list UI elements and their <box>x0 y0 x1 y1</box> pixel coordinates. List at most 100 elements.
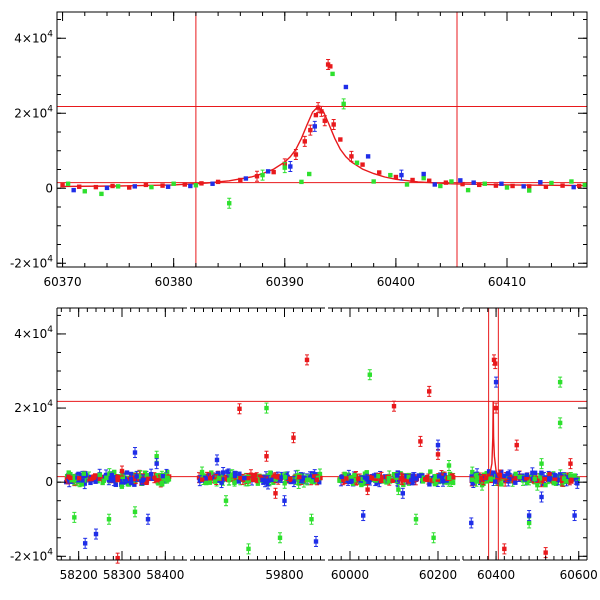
data-point <box>507 474 513 479</box>
data-point <box>97 472 103 478</box>
x-tick-label: 60600 <box>560 568 598 582</box>
data-point <box>421 175 426 181</box>
data-point <box>524 472 530 478</box>
data-point <box>277 535 283 540</box>
data-point <box>436 474 442 479</box>
data-point <box>81 471 86 476</box>
data-point <box>493 183 499 188</box>
data-point <box>89 476 94 482</box>
data-point <box>133 476 138 481</box>
data-point <box>477 182 482 188</box>
data-point <box>420 476 425 482</box>
data-point <box>499 469 504 474</box>
data-point <box>427 178 432 183</box>
data-point <box>108 478 113 483</box>
data-point <box>582 182 587 188</box>
data-point <box>279 475 284 480</box>
data-point <box>309 479 314 484</box>
data-point <box>410 177 415 183</box>
data-point <box>137 474 142 480</box>
data-point <box>79 482 84 487</box>
data-point <box>313 539 319 544</box>
flare-curve <box>479 401 509 481</box>
data-point <box>70 474 76 480</box>
data-point <box>406 479 411 484</box>
data-point <box>69 477 74 483</box>
data-point <box>307 474 313 480</box>
data-point <box>160 183 165 188</box>
data-point <box>260 477 265 483</box>
data-point <box>315 105 321 110</box>
data-point <box>216 476 222 481</box>
data-point <box>356 476 361 481</box>
data-point <box>492 470 497 475</box>
x-tick-label: 60380 <box>155 275 193 289</box>
data-point <box>360 162 365 167</box>
data-point <box>436 479 442 485</box>
data-point <box>371 179 376 184</box>
data-point <box>491 357 497 363</box>
data-point <box>110 183 115 189</box>
data-point <box>132 450 138 455</box>
data-point <box>243 176 249 181</box>
data-point <box>384 480 389 485</box>
y-tick-label: 2×104 <box>14 104 53 120</box>
x-tick-label: 60400 <box>377 275 415 289</box>
data-point <box>266 478 271 483</box>
data-point <box>68 475 73 480</box>
data-point <box>557 379 563 385</box>
x-tick-label: 58200 <box>60 568 98 582</box>
data-point <box>365 487 370 492</box>
data-point <box>527 188 532 193</box>
data-point <box>232 480 237 486</box>
data-point <box>237 471 242 476</box>
data-point <box>264 405 269 411</box>
data-point <box>99 191 104 197</box>
data-point <box>337 478 342 483</box>
data-point <box>396 487 401 492</box>
data-point <box>410 473 415 479</box>
data-point <box>572 473 577 478</box>
data-point <box>93 184 99 190</box>
data-point <box>271 169 276 175</box>
data-point <box>470 477 475 482</box>
data-point <box>429 478 435 483</box>
data-point <box>82 189 87 194</box>
data-point <box>196 475 202 480</box>
data-point <box>450 475 456 480</box>
data-point <box>417 473 422 479</box>
data-point <box>160 473 166 479</box>
data-point <box>154 461 159 466</box>
data-point <box>246 475 251 481</box>
data-point <box>542 476 548 482</box>
data-point <box>400 491 405 496</box>
data-point <box>254 174 260 179</box>
data-point <box>215 179 221 185</box>
data-point <box>482 181 487 186</box>
data-point <box>132 482 137 487</box>
data-point <box>425 474 430 480</box>
data-point <box>354 160 360 165</box>
data-point <box>539 494 544 500</box>
data-point <box>499 181 504 186</box>
data-point <box>526 477 532 483</box>
data-point <box>60 183 65 188</box>
data-point <box>110 475 116 481</box>
data-point <box>458 178 463 183</box>
data-point <box>212 479 218 484</box>
data-point <box>342 471 347 477</box>
data-point <box>305 477 310 483</box>
data-point <box>200 477 205 482</box>
data-point <box>127 185 132 190</box>
plot-frame <box>56 11 588 268</box>
data-point <box>505 471 510 477</box>
data-point <box>513 475 518 480</box>
data-point <box>115 555 120 561</box>
data-point <box>551 480 556 486</box>
data-point <box>543 184 549 189</box>
data-point <box>379 475 384 480</box>
data-point <box>268 470 273 475</box>
data-point <box>209 470 214 475</box>
data-point <box>429 475 434 481</box>
data-point <box>152 475 157 480</box>
